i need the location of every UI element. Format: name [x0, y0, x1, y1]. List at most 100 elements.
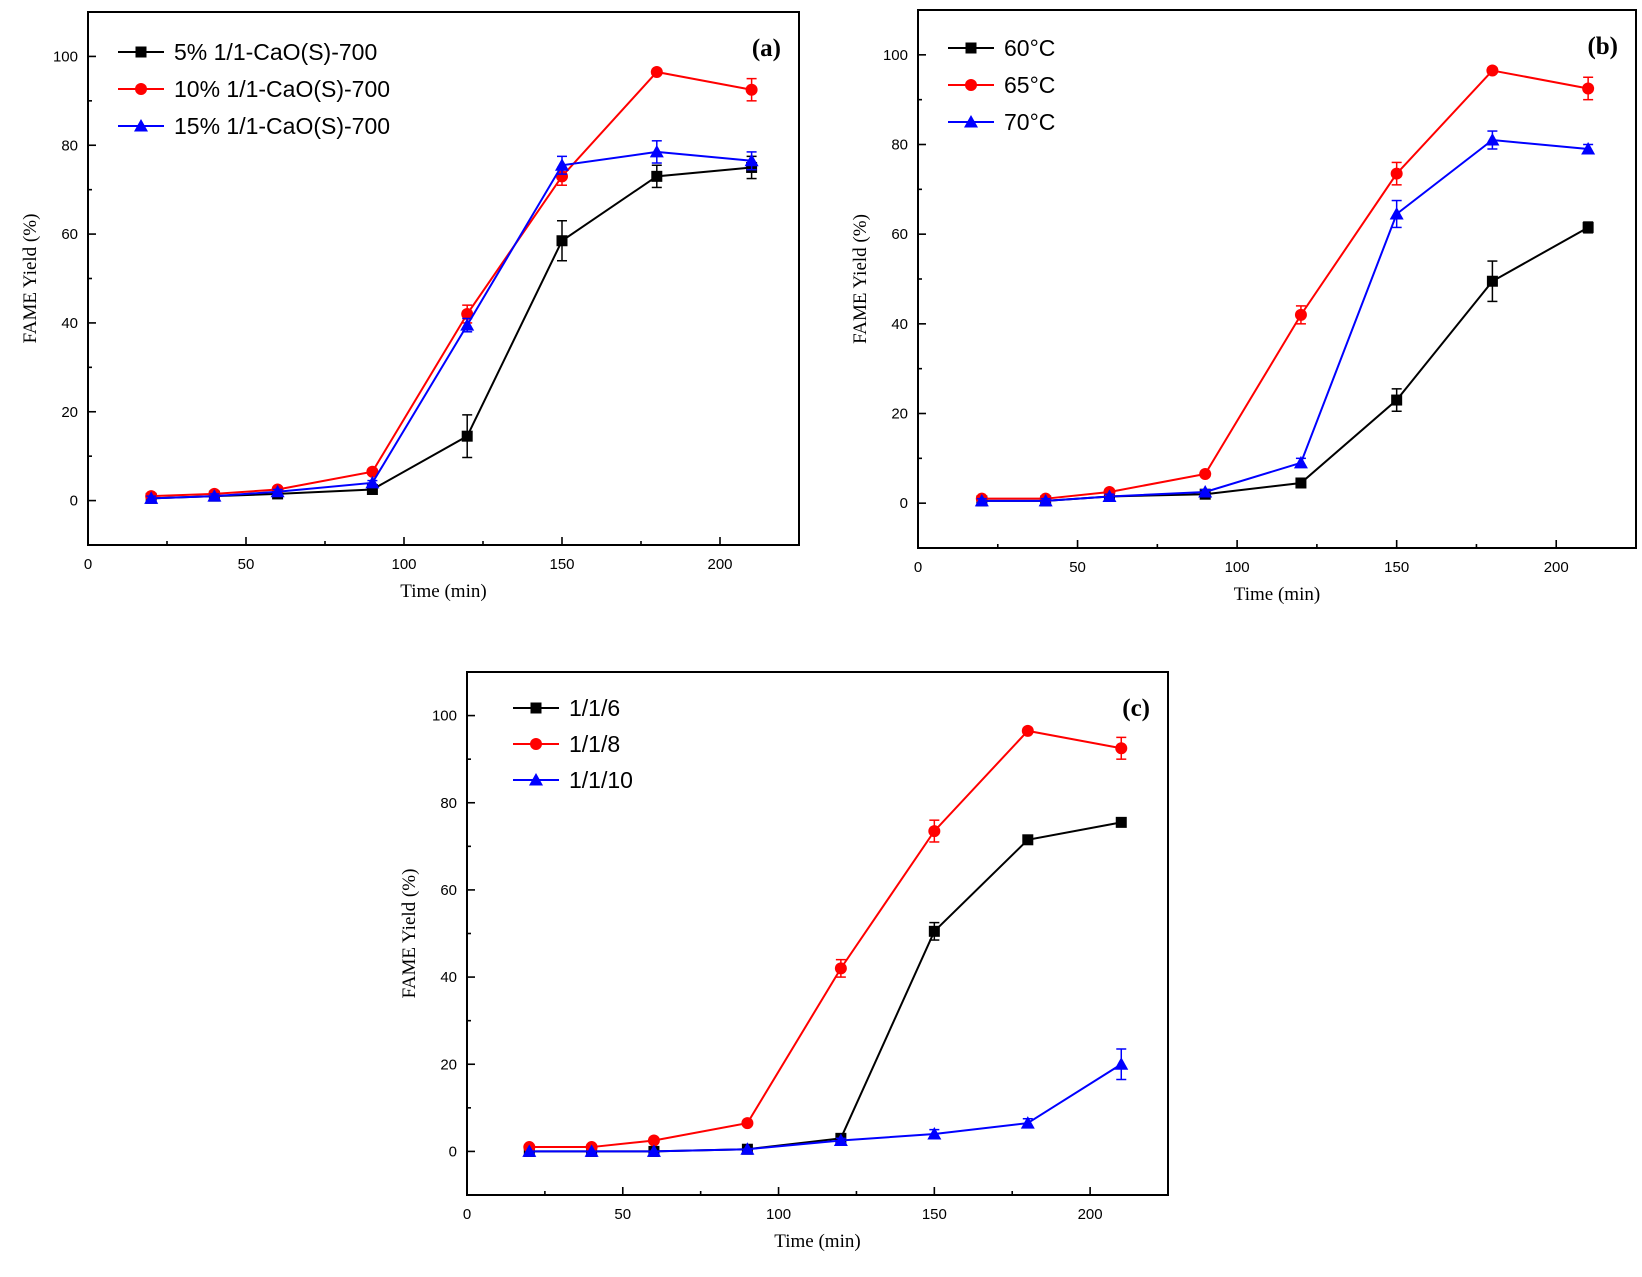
data-point	[366, 465, 379, 478]
x-tick-label: 50	[238, 556, 255, 573]
data-point	[651, 170, 663, 182]
data-point	[556, 235, 568, 247]
y-tick-label: 40	[440, 969, 457, 986]
x-tick-label: 100	[1225, 559, 1250, 576]
x-tick-label: 100	[766, 1206, 791, 1223]
data-point	[927, 1126, 942, 1140]
data-point	[1582, 221, 1594, 233]
data-point	[1021, 724, 1034, 737]
data-point	[1390, 167, 1403, 180]
data-point	[522, 1144, 537, 1157]
data-point	[928, 825, 941, 838]
y-tick-label: 20	[61, 404, 78, 421]
data-point	[646, 1144, 661, 1157]
data-point	[207, 489, 222, 502]
series-line	[981, 138, 1589, 502]
data-point	[461, 430, 473, 442]
series-square	[523, 816, 1127, 1157]
x-axis-label: Time (min)	[400, 581, 486, 602]
data-point	[1020, 1116, 1035, 1129]
series-triangle	[974, 130, 1596, 507]
data-point	[1115, 742, 1128, 755]
series-line	[981, 226, 1589, 502]
x-tick-label: 150	[549, 556, 574, 573]
data-point	[1391, 394, 1403, 406]
data-point	[1115, 816, 1127, 828]
y-tick-label: 60	[61, 226, 78, 243]
y-tick-label: 60	[440, 882, 457, 899]
data-point	[1199, 468, 1212, 481]
legend-item: 5% 1/1-CaO(S)-700	[118, 39, 377, 65]
data-point	[650, 65, 663, 78]
legend-item: 1/1/10	[513, 767, 633, 793]
legend-item: 70°C	[948, 109, 1055, 135]
legend-marker	[530, 738, 542, 750]
data-point	[834, 962, 847, 975]
legend-marker	[135, 83, 147, 95]
data-point	[366, 483, 378, 495]
data-point	[1389, 206, 1404, 220]
legend-label: 15% 1/1-CaO(S)-700	[174, 113, 390, 139]
y-axis-label: FAME Yield (%)	[399, 869, 420, 999]
legend-item: 65°C	[948, 72, 1055, 98]
legend-label: 1/1/8	[569, 731, 620, 757]
x-tick-label: 0	[463, 1206, 471, 1223]
x-tick-label: 100	[391, 556, 416, 573]
x-tick-label: 200	[1544, 559, 1569, 576]
y-tick-label: 100	[883, 47, 908, 64]
y-axis-label: FAME Yield (%)	[20, 214, 41, 344]
legend-marker	[964, 115, 978, 128]
y-tick-label: 80	[891, 137, 908, 154]
legend-marker	[135, 46, 147, 58]
data-point	[144, 491, 159, 504]
series-square	[976, 221, 1594, 507]
data-point	[1582, 82, 1595, 95]
legend-item: 10% 1/1-CaO(S)-700	[118, 76, 390, 102]
legend-marker	[134, 119, 148, 132]
legend-label: 1/1/6	[569, 695, 620, 721]
legend-label: 60°C	[1004, 35, 1055, 61]
series-line	[151, 150, 752, 500]
data-point	[584, 1144, 599, 1157]
data-point	[1295, 477, 1307, 489]
data-point	[1294, 308, 1307, 321]
data-point	[745, 83, 758, 96]
y-tick-label: 0	[900, 495, 908, 512]
x-tick-label: 150	[922, 1206, 947, 1223]
legend-label: 70°C	[1004, 109, 1055, 135]
x-tick-label: 200	[1078, 1206, 1103, 1223]
y-tick-label: 80	[61, 137, 78, 154]
series-line	[529, 1063, 1122, 1153]
series-line	[151, 166, 752, 500]
y-tick-label: 0	[449, 1143, 457, 1160]
series-triangle	[522, 1048, 1129, 1157]
chart-panel-1: 0 50 100 150 200 0 20 40 60 80 100 Time (min) FAME Y…	[20, 11, 800, 602]
data-point	[647, 1134, 660, 1147]
y-tick-label: 100	[432, 708, 457, 725]
chart-panel-2: 0 50 100 150 200 0 20 40 60 80 100 Time (min) FAME Y…	[850, 9, 1637, 605]
legend-item: 60°C	[948, 35, 1055, 61]
data-point	[833, 1133, 848, 1147]
data-point	[270, 484, 285, 498]
panel-label: (c)	[1122, 695, 1150, 722]
x-axis-label: Time (min)	[1234, 584, 1320, 605]
series-triangle	[144, 140, 759, 504]
panel-label: (a)	[752, 35, 781, 62]
x-axis-label: Time (min)	[774, 1231, 860, 1252]
x-tick-label: 0	[84, 556, 92, 573]
legend-label: 10% 1/1-CaO(S)-700	[174, 76, 390, 102]
data-point	[974, 493, 989, 507]
data-point	[1293, 455, 1308, 469]
legend-marker	[965, 42, 977, 54]
y-axis-label: FAME Yield (%)	[850, 214, 871, 344]
x-tick-label: 50	[1069, 559, 1086, 576]
data-point	[460, 318, 475, 331]
x-tick-label: 0	[914, 559, 922, 576]
data-point	[555, 158, 569, 171]
series-line	[529, 729, 1122, 1149]
y-tick-label: 20	[440, 1056, 457, 1073]
series-circle	[975, 64, 1595, 505]
x-tick-label: 200	[707, 556, 732, 573]
y-tick-label: 40	[61, 315, 78, 332]
series-line	[529, 821, 1122, 1153]
